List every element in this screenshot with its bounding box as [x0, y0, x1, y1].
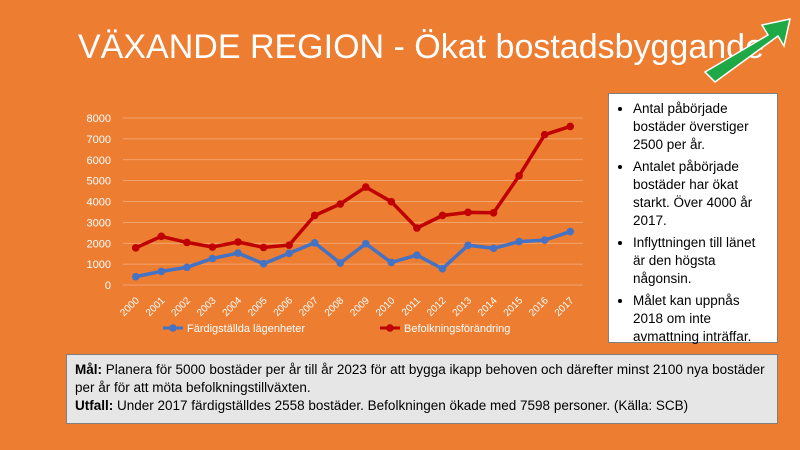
x-tick-label: 2002 [169, 295, 193, 319]
data-point [310, 211, 319, 220]
data-point [566, 122, 575, 131]
data-point [438, 211, 447, 220]
goal-paragraph: Mål: Planera för 5000 bostäder per år ti… [75, 361, 769, 397]
x-tick-label: 2001 [144, 295, 168, 319]
data-point [515, 237, 523, 246]
data-point [157, 232, 166, 241]
goal-label: Mål: [75, 362, 102, 377]
outcome-paragraph: Utfall: Under 2017 färdigställdes 2558 b… [75, 397, 769, 415]
legend-marker [169, 324, 177, 332]
data-point [464, 241, 472, 250]
data-point [464, 208, 472, 217]
x-tick-label: 2003 [195, 295, 219, 319]
data-point [566, 227, 575, 236]
data-point [413, 224, 421, 232]
legend-label: Befolkningsförändring [404, 323, 510, 335]
data-point [285, 241, 293, 249]
bullet-item: Inflyttningen till länet är den högsta n… [633, 234, 771, 288]
y-tick-label: 2000 [87, 238, 111, 250]
data-point [285, 249, 293, 258]
goal-text: Planera för 5000 bostäder per år till år… [75, 362, 765, 395]
bullet-item: Antal påbörjade bostäder överstiger 2500… [633, 100, 771, 154]
data-point [234, 249, 242, 257]
x-tick-label: 2009 [348, 295, 372, 319]
y-axis-ticks: 0 1000 2000 3000 4000 5000 6000 7000 8000 [87, 113, 111, 292]
x-tick-label: 2007 [297, 295, 321, 319]
data-point [259, 259, 268, 268]
x-tick-label: 2000 [118, 295, 142, 319]
x-tick-label: 2017 [553, 295, 577, 319]
up-arrow-icon [703, 18, 791, 83]
arrow-shape [703, 18, 791, 83]
outcome-text: Under 2017 färdigställdes 2558 bostäder.… [113, 398, 689, 413]
data-point [387, 258, 396, 267]
y-tick-label: 1000 [87, 259, 111, 271]
data-point [540, 236, 549, 244]
data-point [208, 243, 217, 251]
data-point [208, 254, 217, 263]
x-tick-label: 2013 [451, 295, 475, 319]
gridlines [123, 117, 583, 286]
x-tick-label: 2011 [400, 295, 423, 318]
bullet-item: Antalet påbörjade bostäder har ökat star… [633, 158, 771, 230]
x-tick-label: 2008 [323, 295, 347, 319]
y-tick-label: 3000 [87, 217, 111, 229]
data-point [234, 238, 242, 246]
data-point [489, 208, 498, 217]
y-tick-label: 7000 [87, 134, 111, 146]
x-tick-label: 2016 [527, 295, 551, 319]
data-point [361, 183, 370, 191]
y-tick-label: 4000 [87, 197, 111, 209]
data-point [489, 244, 498, 253]
y-tick-label: 8000 [87, 113, 111, 125]
x-tick-label: 2012 [425, 295, 449, 319]
x-tick-label: 2014 [476, 295, 500, 319]
bullet-box: Antal påbörjade bostäder överstiger 2500… [608, 93, 778, 346]
data-point [336, 259, 345, 267]
x-tick-label: 2004 [221, 295, 245, 319]
data-point [183, 263, 191, 272]
slide-title: VÄXANDE REGION - Ökat bostadsbyggande [78, 28, 764, 66]
x-tick-label: 2015 [502, 295, 526, 319]
y-tick-label: 0 [105, 280, 111, 292]
y-tick-label: 5000 [87, 176, 111, 188]
series-line [135, 229, 571, 279]
data-point [515, 172, 523, 180]
data-point [259, 243, 268, 252]
data-point [131, 244, 140, 252]
data-point [540, 130, 549, 139]
legend-label: Färdigställda lägenheter [187, 323, 305, 335]
x-tick-label: 2010 [374, 295, 398, 319]
data-point [131, 272, 140, 281]
data-point [413, 251, 421, 259]
legend-marker [386, 324, 394, 332]
data-point [183, 238, 191, 247]
data-point [310, 239, 319, 247]
data-point [438, 264, 447, 273]
x-tick-label: 2005 [246, 295, 270, 319]
goal-box: Mål: Planera för 5000 bostäder per år ti… [66, 354, 778, 424]
series-line [135, 124, 571, 250]
series-lines [131, 122, 575, 281]
y-tick-label: 6000 [87, 155, 111, 167]
data-point [336, 200, 345, 208]
chart-legend: Färdigställda lägenheter Befolkningsförän… [163, 323, 510, 335]
bullet-list: Antal påbörjade bostäder överstiger 2500… [615, 100, 771, 346]
outcome-label: Utfall: [75, 398, 114, 413]
data-point [387, 197, 396, 206]
x-axis-ticks: 2000 2001 2002 2003 2004 2005 2006 2007 2008 2009… [118, 295, 576, 319]
x-tick-label: 2006 [272, 295, 296, 319]
data-point [157, 267, 166, 276]
bullet-item: Målet kan uppnås 2018 om inte avmattning… [633, 292, 771, 346]
data-point [361, 239, 370, 248]
